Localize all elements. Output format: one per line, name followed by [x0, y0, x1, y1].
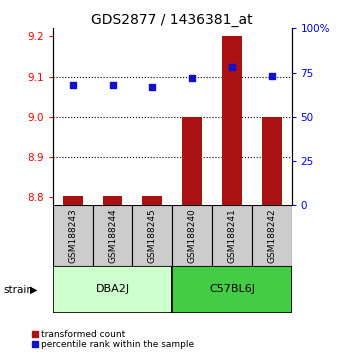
Text: GSM188245: GSM188245 [148, 208, 157, 263]
Bar [53, 266, 172, 313]
Text: GSM188242: GSM188242 [267, 208, 276, 263]
Text: GSM188241: GSM188241 [227, 208, 236, 263]
Text: strain: strain [3, 285, 33, 295]
Point [150, 84, 155, 90]
Bar [262, 117, 282, 205]
Bar [252, 205, 292, 266]
Bar [172, 266, 292, 313]
Point [229, 64, 235, 70]
Bar [182, 117, 202, 205]
Bar [143, 196, 162, 205]
Bar [132, 205, 172, 266]
Point [269, 73, 275, 79]
Bar [212, 205, 252, 266]
Text: C57BL6J: C57BL6J [209, 284, 255, 295]
Title: GDS2877 / 1436381_at: GDS2877 / 1436381_at [91, 13, 253, 27]
Text: GSM188240: GSM188240 [188, 208, 197, 263]
Point [110, 82, 115, 88]
Point [189, 75, 195, 81]
Bar [93, 205, 132, 266]
Point [70, 82, 75, 88]
Text: GSM188243: GSM188243 [68, 208, 77, 263]
Text: ▶: ▶ [30, 285, 38, 295]
Legend: transformed count, percentile rank within the sample: transformed count, percentile rank withi… [32, 330, 194, 349]
Bar [53, 205, 93, 266]
Bar [172, 205, 212, 266]
Text: DBA2J: DBA2J [95, 284, 130, 295]
Bar [222, 36, 242, 205]
Bar [103, 196, 122, 205]
Text: GSM188244: GSM188244 [108, 208, 117, 263]
Bar [63, 196, 83, 205]
